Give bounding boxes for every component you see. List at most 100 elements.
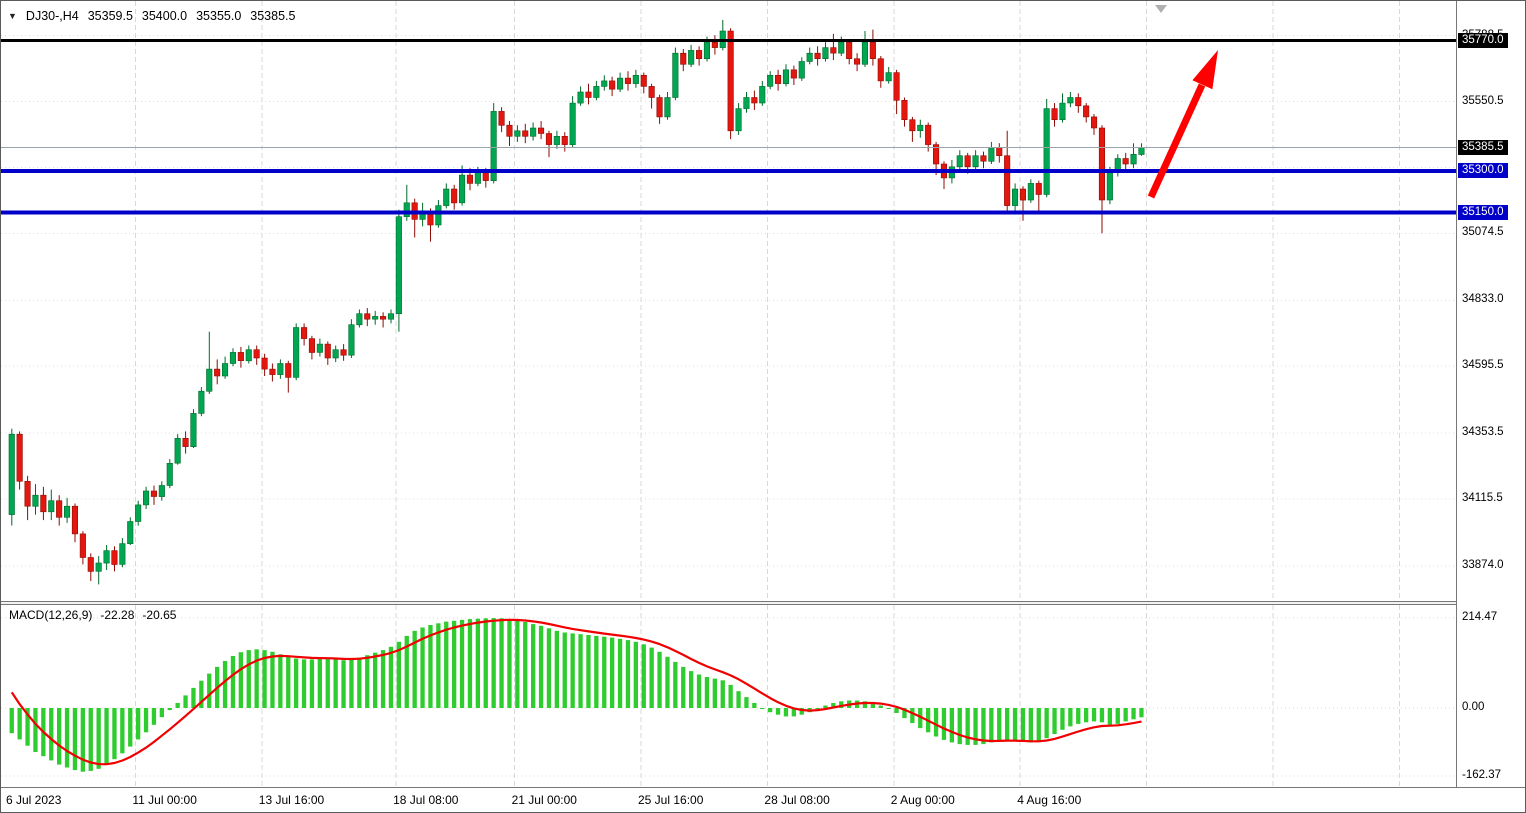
price-chart-panel[interactable]: [1, 1, 1456, 601]
macd-hist-bar: [1091, 708, 1097, 722]
candle-body: [143, 490, 150, 506]
candle-body: [577, 91, 584, 104]
macd-axis-label: -162.37: [1462, 769, 1502, 782]
candle-body: [545, 133, 553, 145]
macd-hist-bar: [373, 652, 378, 708]
candle-body: [909, 119, 916, 132]
candle-body: [680, 52, 687, 65]
trend-arrow-shaft[interactable]: [1147, 83, 1206, 199]
time-axis-label: 2 Aug 00:00: [890, 793, 955, 807]
macd-hist-bar: [657, 651, 662, 708]
macd-hist-bar: [839, 701, 844, 708]
macd-hist-bar: [459, 619, 465, 708]
candle-body: [964, 155, 971, 168]
macd-hist-bar: [507, 619, 512, 708]
candle-body: [1091, 116, 1098, 129]
macd-hist-bar: [222, 661, 228, 708]
macd-hist-bar: [143, 708, 149, 733]
macd-panel[interactable]: [1, 605, 1456, 787]
candle-body: [664, 97, 671, 118]
macd-hist-bar: [973, 708, 978, 745]
macd-hist-bar: [989, 708, 994, 743]
macd-hist-bar: [349, 659, 354, 708]
candle-body: [901, 100, 908, 121]
macd-hist-bar: [136, 708, 141, 740]
chart-shift-marker-icon[interactable]: [1155, 5, 1167, 13]
candle-body: [300, 327, 308, 339]
candle-body: [593, 86, 600, 98]
chevron-down-icon[interactable]: ▼: [8, 11, 17, 21]
candle-body: [925, 124, 932, 145]
candle-body: [759, 86, 766, 104]
candle-body: [482, 172, 489, 181]
candle-body: [996, 147, 1003, 156]
candle-body: [1004, 155, 1011, 206]
macd-hist-bar: [633, 641, 638, 708]
candle-body: [1011, 188, 1019, 206]
macd-hist-bar: [1076, 708, 1081, 724]
candle-body: [451, 188, 458, 204]
candle-body: [458, 174, 466, 204]
candle-body: [474, 172, 481, 184]
macd-hist-bar: [309, 659, 315, 708]
macd-hist-bar: [941, 708, 947, 740]
candle-body: [838, 41, 845, 54]
macd-hist-bar: [578, 634, 583, 708]
macd-hist-bar: [538, 625, 544, 708]
macd-hist-bar: [515, 620, 520, 708]
macd-hist-bar: [775, 708, 781, 715]
macd-hist-bar: [444, 621, 449, 708]
macd-hist-bar: [191, 687, 196, 708]
candle-body: [87, 557, 94, 572]
macd-signal-line: [10, 618, 1142, 766]
macd-hist-bar: [957, 708, 962, 745]
candle-body: [316, 343, 323, 353]
price-axis[interactable]: 35788.535550.535074.534833.034595.534353…: [1456, 1, 1525, 787]
candle-body: [751, 97, 758, 104]
macd-hist-bar: [641, 644, 646, 708]
time-axis-label: 11 Jul 00:00: [132, 793, 197, 807]
price-axis-label: 34595.5: [1462, 359, 1504, 372]
macd-hist-bar: [128, 708, 133, 747]
candle-body: [24, 480, 31, 507]
macd-hist-bar: [467, 619, 473, 708]
macd-label: MACD(12,26,9): [9, 608, 93, 622]
macd-hist-bar: [270, 651, 275, 708]
macd-hist-bar: [870, 703, 875, 708]
macd-hist-bar: [681, 666, 686, 708]
candle-body: [119, 543, 126, 565]
candle-body: [95, 562, 102, 572]
candle-body: [348, 324, 355, 356]
time-axis[interactable]: 6 Jul 2023 11 Jul 00:00 13 Jul 16:00 18 Jul…: [1, 788, 1456, 812]
candle-body: [672, 52, 679, 98]
candle-body: [1043, 108, 1050, 195]
trend-arrow-head[interactable]: [1192, 50, 1218, 90]
candle-body: [443, 188, 450, 206]
macd-hist-bar: [617, 638, 623, 708]
macd-hist-bar: [815, 708, 820, 709]
macd-hist-bar: [333, 659, 338, 708]
candle-body: [972, 155, 979, 168]
panel-separator[interactable]: [1, 601, 1456, 605]
candle-body: [387, 313, 395, 320]
candle-body: [498, 111, 505, 126]
candle-body: [379, 316, 387, 320]
macd-hist-bar: [278, 654, 283, 708]
macd-hist-bar: [112, 708, 117, 760]
macd-hist-bar: [436, 623, 441, 708]
macd-hist-bar: [910, 708, 915, 724]
candle-body: [269, 368, 276, 375]
macd-hist-bar: [649, 647, 654, 708]
time-axis-label: 28 Jul 08:00: [764, 793, 830, 807]
macd-hist-bar: [1028, 708, 1033, 743]
candle-body: [32, 494, 39, 507]
macd-hist-bar: [862, 701, 868, 708]
candle-body: [1083, 105, 1090, 118]
candle-body: [980, 155, 987, 162]
macd-hist-bar: [151, 708, 157, 725]
price-axis-badge: 35770.0: [1458, 33, 1508, 49]
macd-hist-bar: [88, 708, 93, 771]
macd-hist-bar: [673, 661, 678, 708]
macd-hist-bar: [768, 708, 773, 713]
candle-body: [395, 216, 402, 314]
